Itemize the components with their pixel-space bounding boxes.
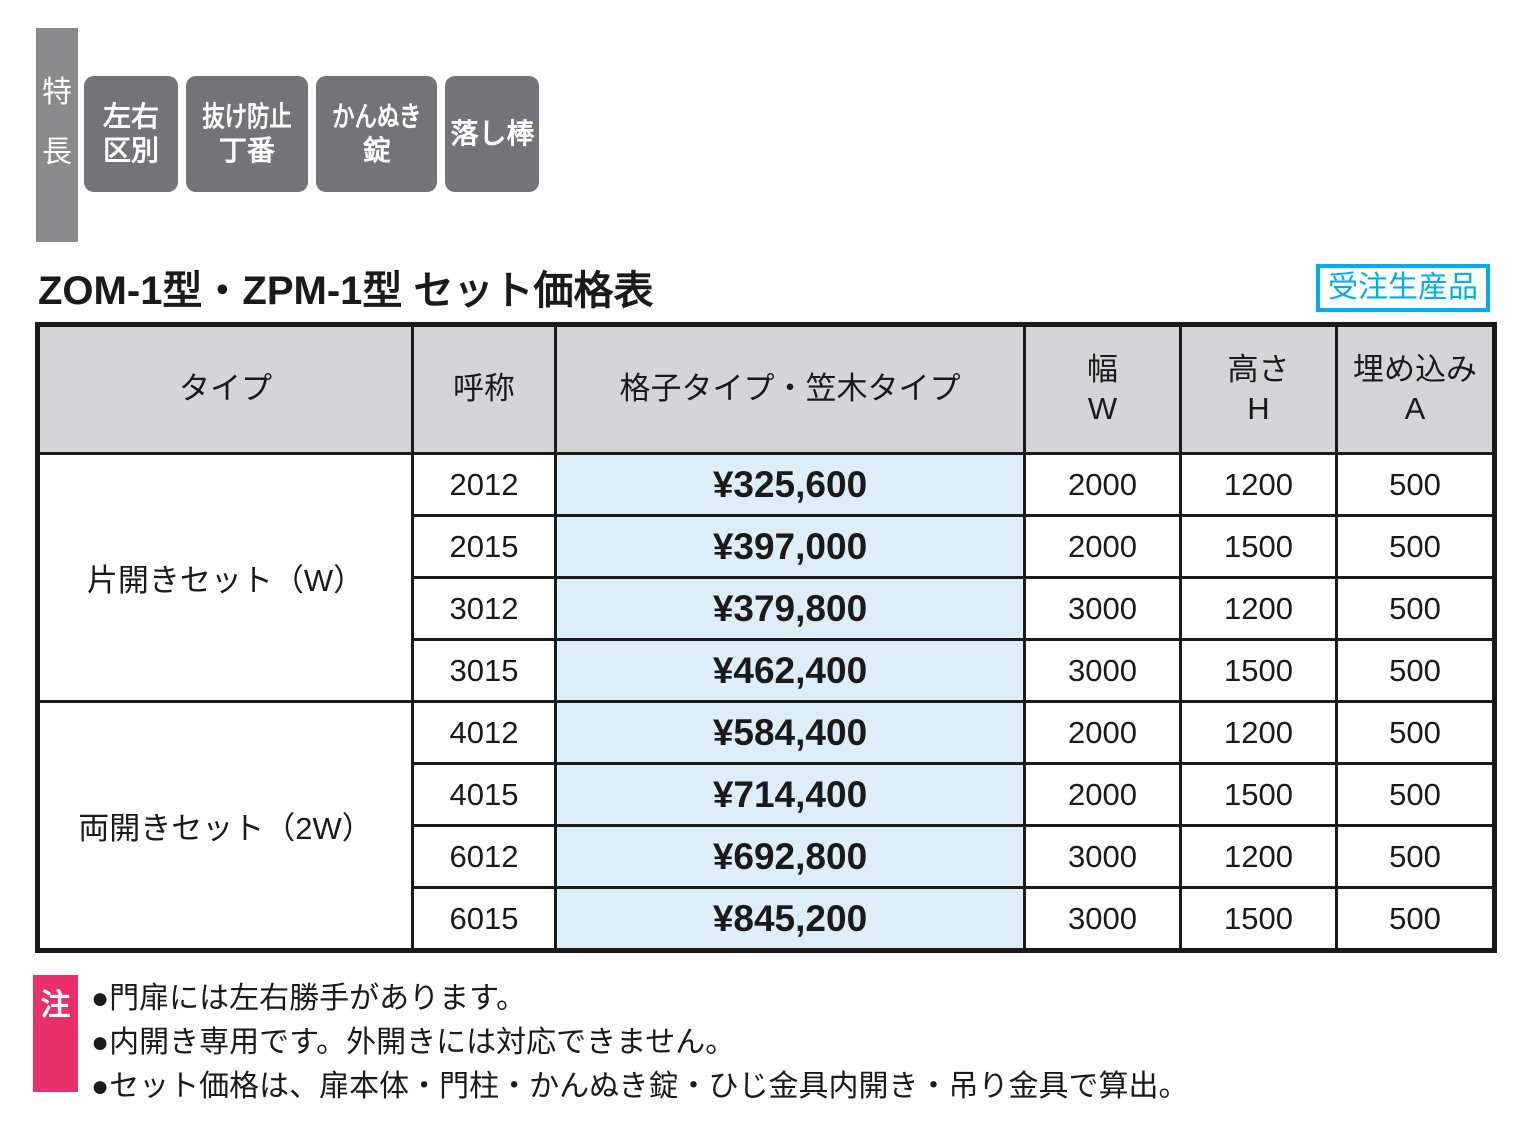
embed-cell: 500: [1335, 452, 1496, 517]
embed-cell: 500: [1335, 700, 1496, 765]
name-cell: 6015: [411, 886, 557, 952]
embed-cell: 500: [1335, 886, 1496, 952]
features-label-char: 特: [42, 76, 72, 109]
height-cell: 1500: [1179, 886, 1338, 952]
height-cell: 1500: [1179, 514, 1338, 579]
embed-cell: 500: [1335, 514, 1496, 579]
price-table: タイプ 呼称 格子タイプ・笠木タイプ 幅 W 高さ H 埋め込み A 片開きセッ…: [35, 322, 1497, 953]
table-row: 片開きセット（W） 2012 ¥325,600 2000 1200 500: [36, 452, 1496, 703]
embed-cell: 500: [1335, 824, 1496, 889]
price-cell: ¥692,800: [554, 824, 1026, 889]
width-cell: 2000: [1023, 452, 1182, 517]
feature-badge: 落し棒: [445, 76, 540, 192]
name-cell: 3015: [411, 638, 557, 703]
type-cell: 片開きセット（W）: [36, 452, 414, 703]
width-cell: 2000: [1023, 700, 1182, 765]
price-table-body: 片開きセット（W） 2012 ¥325,600 2000 1200 500 2015 ¥397…: [36, 452, 1496, 952]
name-cell: 6012: [411, 824, 557, 889]
col-header-name: 呼称: [411, 323, 557, 455]
height-cell: 1200: [1179, 700, 1338, 765]
table-row: 2015 ¥397,000 2000 1500 500: [38, 514, 1496, 579]
height-cell: 1200: [1179, 824, 1338, 889]
feature-badges: 左右 区別 抜け防止 丁番 かんぬき錠落し棒: [84, 76, 540, 192]
feature-badge: 抜け防止 丁番: [186, 76, 309, 192]
table-row: 6015 ¥845,200 3000 1500 500: [38, 886, 1496, 952]
table-row: 3012 ¥379,800 3000 1200 500: [38, 576, 1496, 641]
note-badge: 注: [33, 975, 78, 1092]
width-cell: 3000: [1023, 886, 1182, 952]
price-cell: ¥845,200: [554, 886, 1026, 952]
made-to-order-badge: 受注生産品: [1316, 264, 1490, 312]
embed-cell: 500: [1335, 762, 1496, 827]
embed-cell: 500: [1335, 638, 1496, 703]
note-item: ●セット価格は、扉本体・門柱・かんぬき錠・ひじ金具内開き・吊り金具で算出。: [91, 1070, 1189, 1103]
price-cell: ¥379,800: [554, 576, 1026, 641]
name-cell: 4015: [411, 762, 557, 827]
name-cell: 4012: [411, 700, 557, 765]
price-cell: ¥397,000: [554, 514, 1026, 579]
feature-badge-line: かんぬき: [332, 101, 422, 133]
table-row: 6012 ¥692,800 3000 1200 500: [38, 824, 1496, 889]
name-cell: 2015: [411, 514, 557, 579]
price-cell: ¥325,600: [554, 452, 1026, 517]
width-cell: 3000: [1023, 824, 1182, 889]
width-cell: 3000: [1023, 576, 1182, 641]
feature-badge-line: 区別: [102, 135, 159, 166]
features-label: 特 長: [36, 28, 78, 242]
height-cell: 1200: [1179, 576, 1338, 641]
notes-list: ●門扉には左右勝手があります。 ●内開き専用です。外開きには対応できません。 ●セッ…: [91, 975, 1189, 1109]
height-cell: 1500: [1179, 638, 1338, 703]
feature-badge-line: 落し棒: [450, 118, 535, 150]
table-row: 4015 ¥714,400 2000 1500 500: [38, 762, 1496, 827]
width-cell: 2000: [1023, 762, 1182, 827]
feature-badge-line: 錠: [362, 135, 391, 166]
col-header-embed: 埋め込み A: [1335, 323, 1496, 455]
height-cell: 1500: [1179, 762, 1338, 827]
feature-badge-line: 丁番: [219, 135, 276, 166]
page-title: ZOM-1型・ZPM-1型 セット価格表: [38, 269, 654, 313]
feature-badge-line: 抜け防止: [202, 101, 292, 133]
width-cell: 2000: [1023, 514, 1182, 579]
col-header-type: タイプ: [36, 323, 414, 455]
notes-section: 注 ●門扉には左右勝手があります。 ●内開き専用です。外開きには対応できません。 ●…: [33, 975, 1189, 1109]
features-label-char: 長: [42, 136, 72, 169]
feature-badge: 左右 区別: [84, 76, 178, 192]
height-cell: 1200: [1179, 452, 1338, 517]
name-cell: 3012: [411, 576, 557, 641]
embed-cell: 500: [1335, 576, 1496, 641]
table-row: 3015 ¥462,400 3000 1500 500: [38, 638, 1496, 703]
col-header-height: 高さ H: [1179, 323, 1338, 455]
table-header-row: タイプ 呼称 格子タイプ・笠木タイプ 幅 W 高さ H 埋め込み A: [36, 323, 1496, 455]
note-item: ●門扉には左右勝手があります。: [91, 982, 527, 1015]
table-row: 両開きセット（2W） 4012 ¥584,400 2000 1200 500: [36, 700, 1496, 952]
name-cell: 2012: [411, 452, 557, 517]
price-cell: ¥584,400: [554, 700, 1026, 765]
feature-badge-line: 左右: [102, 101, 159, 133]
price-cell: ¥462,400: [554, 638, 1026, 703]
type-cell: 両開きセット（2W）: [36, 700, 414, 952]
col-header-width: 幅 W: [1023, 323, 1182, 455]
price-cell: ¥714,400: [554, 762, 1026, 827]
col-header-price: 格子タイプ・笠木タイプ: [554, 323, 1026, 455]
feature-badge: かんぬき錠: [316, 76, 438, 192]
note-item: ●内開き専用です。外開きには対応できません。: [91, 1026, 736, 1059]
width-cell: 3000: [1023, 638, 1182, 703]
